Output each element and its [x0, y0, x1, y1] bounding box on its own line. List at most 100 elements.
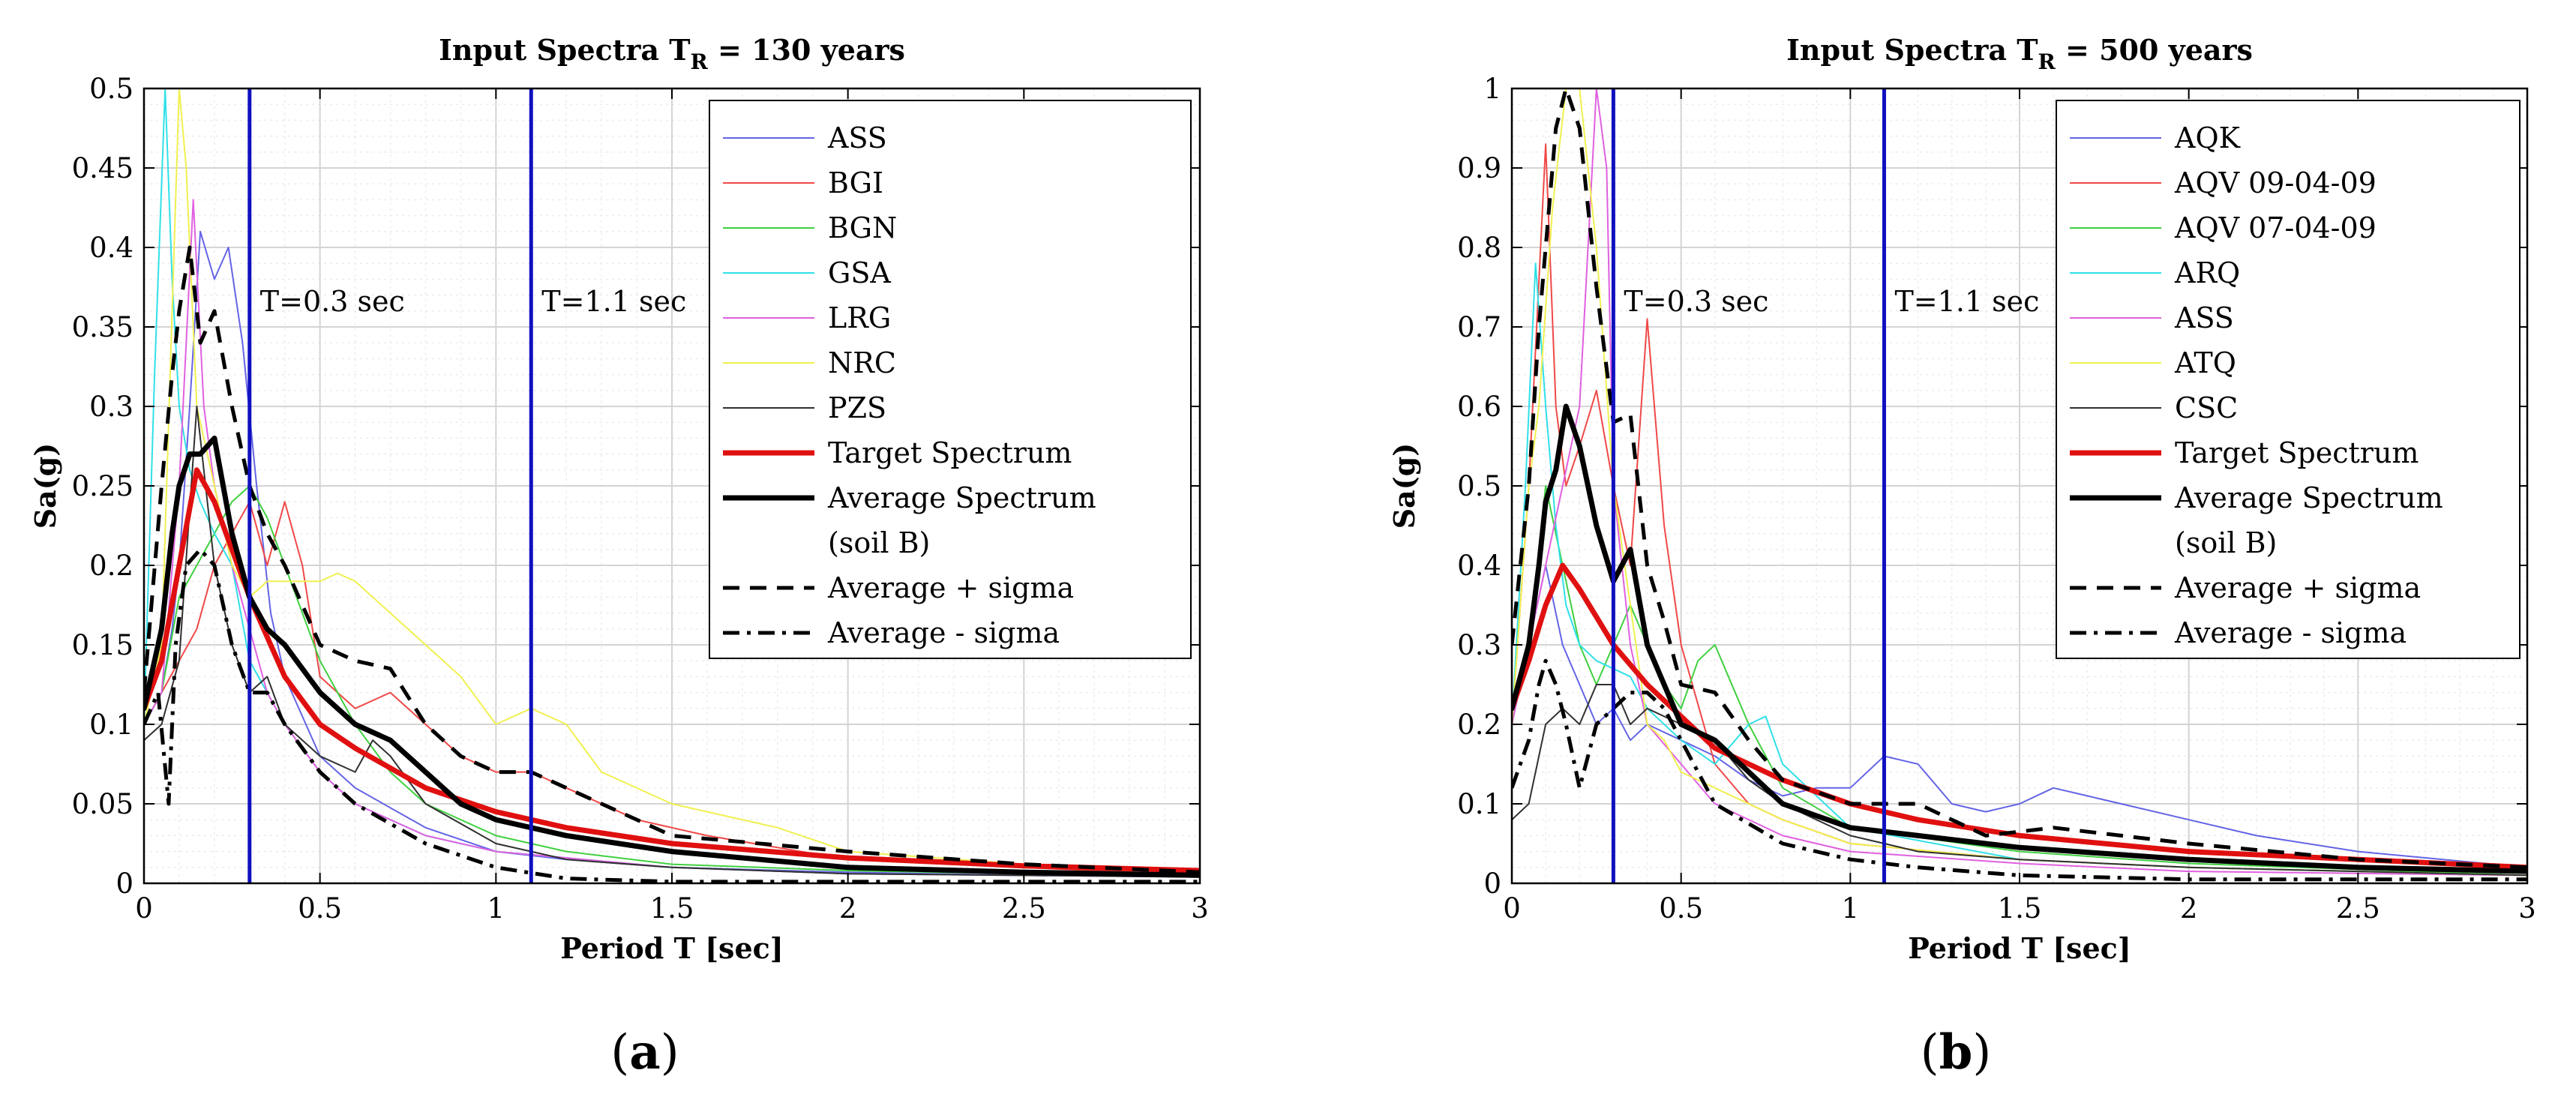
y-tick-label: 0.3: [89, 391, 133, 423]
legend-label-line: Average + sigma: [827, 571, 1074, 604]
legend-label: ASS: [2174, 301, 2234, 334]
x-tick-label: 1.5: [650, 892, 694, 925]
legend-label-line: Target Spectrum: [2175, 436, 2419, 469]
legend-label: BGN: [828, 211, 897, 244]
legend-label-line: ASS: [2174, 301, 2234, 334]
x-tick-label: 0: [1503, 892, 1521, 925]
chart-title-subscript: R: [2038, 49, 2056, 74]
y-tick-label: 0.2: [89, 550, 133, 582]
y-tick-label: 0.4: [89, 232, 133, 264]
x-tick-label: 1: [487, 892, 505, 925]
chart-title: Input Spectra TR = 500 years: [1786, 33, 2253, 74]
y-tick-label: 0.4: [1457, 550, 1501, 582]
series-line-ass: [1512, 88, 2527, 877]
vline-label: T=1.1 sec: [541, 285, 686, 318]
legend: ASS BGI BGN GSA LRG NRC PZS Target Spectrum Aver…: [709, 100, 1192, 659]
series-line-csc: [1512, 684, 2527, 877]
chart-panel-a: T=0.3 sec T=1.1 sec 0 0.5 1 1.5 2 2.5 3 0 0.05 0.1 0…: [28, 33, 1209, 965]
y-tick-label: 0.9: [1457, 152, 1501, 184]
y-tick-label: 0.35: [72, 311, 133, 343]
series-line-average-spectrum-soil-b-: [1512, 403, 2527, 874]
legend-label-line: (soil B): [828, 526, 930, 559]
series-line-arq: [1512, 262, 2527, 877]
x-tick-label: 0: [135, 892, 153, 925]
chart-title-suffix: = 500 years: [2056, 33, 2253, 67]
chart-title-prefix: Input Spectra T: [1786, 33, 2038, 67]
legend-box: [2056, 100, 2521, 659]
legend-label-line: AQK: [2174, 121, 2241, 154]
chart-title-suffix: = 130 years: [708, 33, 905, 67]
vline-label: T=0.3 sec: [1624, 285, 1768, 318]
y-tick-label: 0.5: [1457, 470, 1501, 502]
legend-box: [709, 100, 1192, 659]
legend-label: AQV 09-04-09: [2174, 166, 2377, 199]
y-axis-label: Sa(g): [1387, 443, 1421, 529]
chart-title-subscript: R: [690, 49, 708, 74]
y-tick-label: 0.1: [1457, 788, 1501, 820]
y-tick-label: 0.7: [1457, 311, 1501, 343]
chart-title-prefix: Input Spectra T: [439, 33, 690, 67]
y-tick-label: 0.2: [1457, 709, 1501, 741]
legend-label-line: AQV 09-04-09: [2174, 166, 2377, 199]
legend-label: ARQ: [2174, 256, 2240, 289]
legend-label-line: ASS: [827, 121, 887, 154]
y-tick-label: 0.6: [1457, 391, 1501, 423]
y-tick-label: 0: [1483, 868, 1501, 900]
panel-label-a: (a): [610, 1024, 679, 1081]
x-tick-label: 0.5: [1659, 892, 1703, 925]
x-tick-label: 2: [2180, 892, 2198, 925]
series-line-average-sigma: [1512, 658, 2527, 882]
legend-label-line: Average + sigma: [2174, 571, 2421, 604]
x-tick-label: 3: [1191, 892, 1209, 925]
series-group: [1512, 88, 2527, 882]
legend-label-line: CSC: [2175, 391, 2238, 424]
series-line-average-spectrum-soil-b-: [144, 435, 1200, 878]
series-line-atq: [1512, 88, 2527, 877]
x-tick-label: 2.5: [1002, 892, 1046, 925]
y-tick-label: 0.25: [72, 470, 133, 502]
x-axis-label: Period T [sec]: [560, 931, 784, 965]
legend-label: Average - sigma: [2174, 616, 2407, 649]
series-line-average-sigma: [144, 547, 1200, 883]
legend-label: Average Spectrum (soil B): [2174, 481, 2443, 559]
legend-label-line: GSA: [828, 256, 891, 289]
series-line-aqk: [1512, 565, 2527, 868]
legend-label: Average Spectrum (soil B): [827, 481, 1096, 559]
x-tick-label: 3: [2518, 892, 2536, 925]
legend: AQK AQV 09-04-09 AQV 07-04-09 ARQ ASS ATQ CSC T…: [2056, 100, 2521, 659]
series-line-bgi: [144, 501, 1200, 877]
vline-label: T=0.3 sec: [260, 285, 405, 318]
y-tick-label: 0.15: [72, 629, 133, 661]
panel-label-b: (b): [1921, 1024, 1992, 1081]
y-tick-label: 0: [115, 868, 133, 900]
legend-label-line: NRC: [828, 346, 896, 379]
legend-label-line: Average - sigma: [2174, 616, 2407, 649]
legend-label-line: Average Spectrum: [2174, 481, 2443, 514]
legend-label: NRC: [828, 346, 896, 379]
y-tick-label: 0.5: [89, 73, 133, 105]
series-line-nrc: [144, 88, 1200, 871]
x-tick-label: 1: [1842, 892, 1860, 925]
vline-label: T=1.1 sec: [1894, 285, 2039, 318]
y-tick-label: 0.8: [1457, 232, 1501, 264]
legend-label-line: LRG: [828, 301, 891, 334]
legend-label: CSC: [2175, 391, 2238, 424]
chart-panel-b: T=0.3 sec T=1.1 sec 0 0.5 1 1.5 2 2.5 3 0 0.1 0.2 0.…: [1387, 33, 2536, 965]
legend-label-line: AQV 07-04-09: [2174, 211, 2377, 244]
x-tick-label: 1.5: [1998, 892, 2042, 925]
x-tick-label: 2: [839, 892, 857, 925]
legend-label: PZS: [828, 391, 886, 424]
legend-label: GSA: [828, 256, 891, 289]
y-tick-label: 0.05: [72, 788, 133, 820]
y-axis-label: Sa(g): [28, 443, 62, 529]
legend-label: ASS: [827, 121, 887, 154]
legend-label-line: Average Spectrum: [827, 481, 1096, 514]
y-tick-label: 0.1: [89, 709, 133, 741]
series-line-pzs: [144, 406, 1200, 878]
legend-label: Average + sigma: [2174, 571, 2421, 604]
legend-label-line: BGI: [828, 166, 883, 199]
legend-label: Target Spectrum: [828, 436, 1072, 469]
y-tick-label: 0.3: [1457, 629, 1501, 661]
series-line-average-sigma: [1512, 88, 2527, 870]
legend-label-line: (soil B): [2175, 526, 2277, 559]
